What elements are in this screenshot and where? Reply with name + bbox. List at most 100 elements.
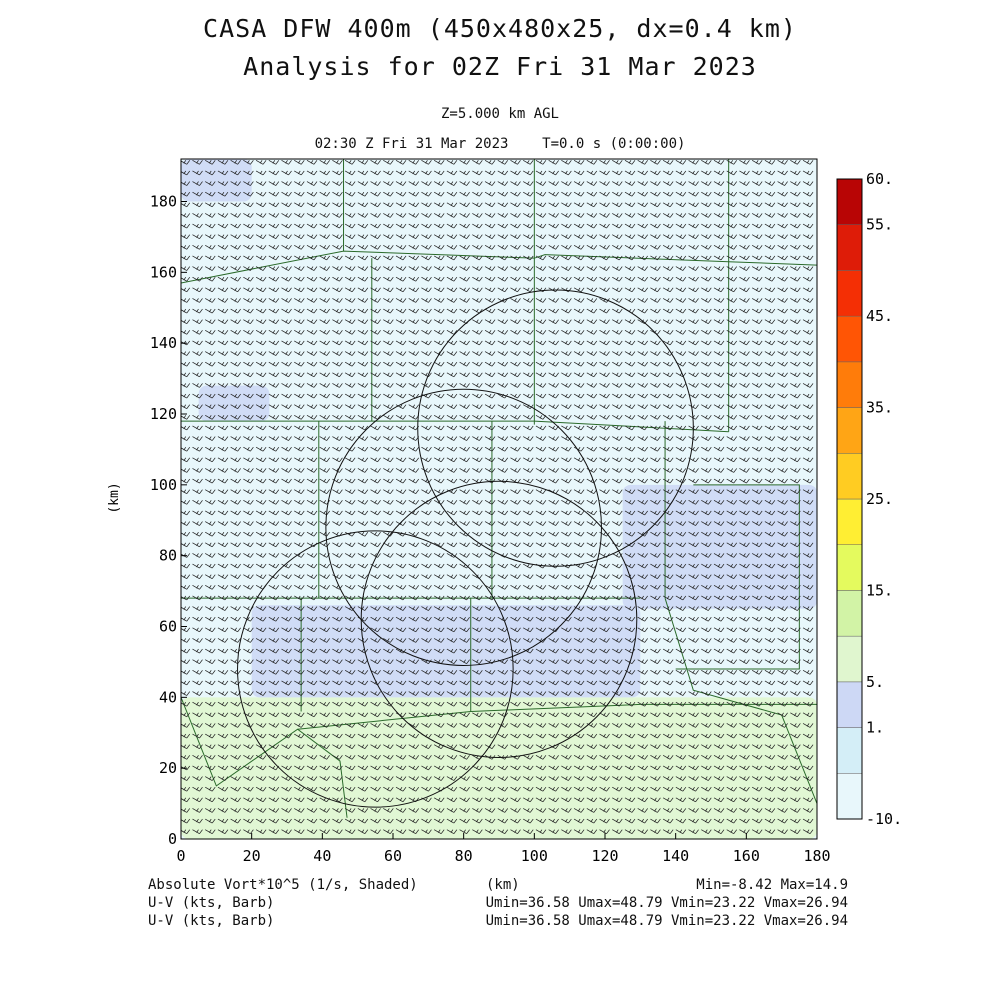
wind-barb xyxy=(472,808,483,813)
wind-barb xyxy=(319,372,331,378)
colorbar-swatch xyxy=(836,773,863,820)
wind-barb xyxy=(726,606,738,611)
wind-barb xyxy=(535,669,547,675)
wind-barb xyxy=(548,680,559,686)
wind-barb xyxy=(739,669,750,675)
wind-barb xyxy=(764,542,776,548)
wind-barb xyxy=(421,712,432,718)
wind-barb xyxy=(751,542,763,548)
wind-barb xyxy=(408,701,420,707)
wind-barb xyxy=(662,627,674,633)
wind-barb xyxy=(510,606,521,611)
wind-barb xyxy=(751,765,763,771)
wind-barb xyxy=(243,733,254,739)
wind-barb xyxy=(472,489,483,495)
wind-barb xyxy=(433,606,445,611)
wind-barb xyxy=(395,627,407,633)
wind-barb xyxy=(472,404,483,410)
wind-barb xyxy=(217,808,229,813)
wind-barb xyxy=(561,776,572,781)
wind-barb xyxy=(561,510,572,516)
wind-barb xyxy=(332,680,343,686)
wind-barb xyxy=(472,829,483,835)
wind-barb xyxy=(446,383,458,388)
wind-barb xyxy=(446,701,458,707)
wind-barb xyxy=(370,574,381,580)
wind-barb xyxy=(650,489,661,495)
wind-barb xyxy=(421,404,432,410)
wind-barb xyxy=(205,393,216,399)
wind-barb xyxy=(726,372,738,378)
wind-barb xyxy=(306,648,318,654)
wind-barb xyxy=(637,393,649,399)
wind-barb xyxy=(688,563,699,569)
wind-barb xyxy=(599,765,610,771)
wind-barb xyxy=(433,669,445,675)
wind-barb xyxy=(294,446,305,452)
wind-barb xyxy=(802,574,814,580)
wind-barb xyxy=(739,489,750,495)
wind-barb xyxy=(777,361,788,367)
wind-barb xyxy=(662,574,674,580)
wind-barb xyxy=(383,616,394,622)
wind-barb xyxy=(701,457,712,463)
wind-barb xyxy=(192,712,203,718)
wind-barb xyxy=(802,340,814,346)
wind-barb xyxy=(726,744,738,750)
wind-barb xyxy=(790,489,801,495)
wind-barb xyxy=(255,393,267,399)
wind-barb xyxy=(370,818,381,824)
wind-barb xyxy=(459,425,470,431)
wind-barb xyxy=(739,616,750,622)
wind-barb xyxy=(357,542,369,548)
wind-barb xyxy=(751,712,763,718)
wind-barb xyxy=(383,478,394,484)
wind-barb xyxy=(281,744,292,750)
wind-barb xyxy=(523,595,534,601)
wind-barb xyxy=(344,712,356,718)
wind-barb xyxy=(637,691,649,696)
wind-barb xyxy=(777,574,788,580)
wind-barb xyxy=(701,361,712,367)
wind-barb xyxy=(599,361,610,367)
wind-barb xyxy=(205,372,216,378)
wind-barb xyxy=(192,648,203,654)
wind-barb xyxy=(446,436,458,441)
wind-barb xyxy=(181,829,191,835)
wind-barb xyxy=(192,776,203,781)
colorbar-label: 60. xyxy=(866,170,893,188)
wind-barb xyxy=(713,499,725,505)
wind-barb xyxy=(777,425,788,431)
wind-barb xyxy=(802,457,814,463)
wind-barb xyxy=(217,361,229,367)
wind-barb xyxy=(205,383,216,388)
wind-barb xyxy=(472,680,483,686)
wind-barb xyxy=(281,340,292,346)
wind-barb xyxy=(802,404,814,410)
wind-barb xyxy=(510,829,521,835)
wind-barb xyxy=(764,680,776,686)
wind-barb xyxy=(586,723,598,728)
wind-barb xyxy=(370,627,381,633)
wind-barb xyxy=(370,691,381,696)
wind-barb xyxy=(319,574,331,580)
wind-barb xyxy=(255,404,267,410)
wind-barb xyxy=(268,414,280,420)
wind-barb xyxy=(535,712,547,718)
wind-barb xyxy=(535,340,547,346)
wind-barb xyxy=(472,510,483,516)
wind-barb xyxy=(523,733,534,739)
wind-barb xyxy=(344,340,356,346)
wind-barb xyxy=(713,351,725,356)
wind-barb xyxy=(230,584,241,590)
wind-barb xyxy=(230,361,241,367)
wind-barb xyxy=(181,457,191,463)
wind-barb xyxy=(383,468,394,473)
wind-barb xyxy=(637,754,649,760)
wind-barb xyxy=(383,627,394,633)
wind-barb xyxy=(255,340,267,346)
wind-barb xyxy=(243,478,254,484)
wind-barb xyxy=(332,712,343,718)
wind-barb xyxy=(523,521,534,526)
wind-barb xyxy=(319,436,331,441)
